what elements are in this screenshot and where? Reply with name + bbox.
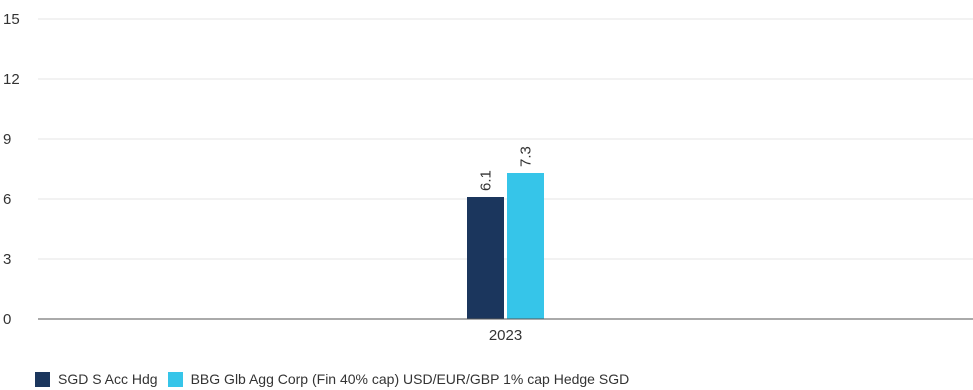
bars bbox=[467, 173, 544, 319]
legend-label-fund: SGD S Acc Hdg bbox=[58, 371, 158, 387]
gridlines bbox=[38, 18, 973, 260]
bar-series-0 bbox=[467, 197, 504, 319]
x-tick-label: 2023 bbox=[489, 327, 522, 344]
y-tick-label: 0 bbox=[3, 311, 11, 328]
legend-item-fund: SGD S Acc Hdg bbox=[35, 371, 158, 387]
x-axis-ticks: 2023 bbox=[489, 327, 522, 344]
y-tick-label: 6 bbox=[3, 191, 11, 208]
legend: SGD S Acc Hdg BBG Glb Agg Corp (Fin 40% … bbox=[35, 371, 639, 387]
legend-item-benchmark: BBG Glb Agg Corp (Fin 40% cap) USD/EUR/G… bbox=[167, 371, 630, 387]
bar-series-1 bbox=[507, 173, 544, 319]
data-labels: 6.1 7.3 bbox=[478, 146, 535, 191]
y-tick-label: 3 bbox=[3, 251, 11, 268]
legend-label-benchmark: BBG Glb Agg Corp (Fin 40% cap) USD/EUR/G… bbox=[190, 371, 630, 387]
y-tick-label: 12 bbox=[3, 71, 20, 88]
y-tick-label: 15 bbox=[3, 11, 20, 28]
bar-chart: 0 3 6 9 12 15 6.1 7.3 2023 bbox=[3, 11, 973, 344]
data-label-series-1: 7.3 bbox=[518, 146, 535, 167]
y-tick-label: 9 bbox=[3, 131, 11, 148]
y-axis-ticks: 0 3 6 9 12 15 bbox=[3, 11, 20, 328]
legend-swatch-benchmark bbox=[167, 371, 183, 387]
legend-swatch-fund bbox=[35, 371, 50, 387]
data-label-series-0: 6.1 bbox=[478, 170, 495, 191]
